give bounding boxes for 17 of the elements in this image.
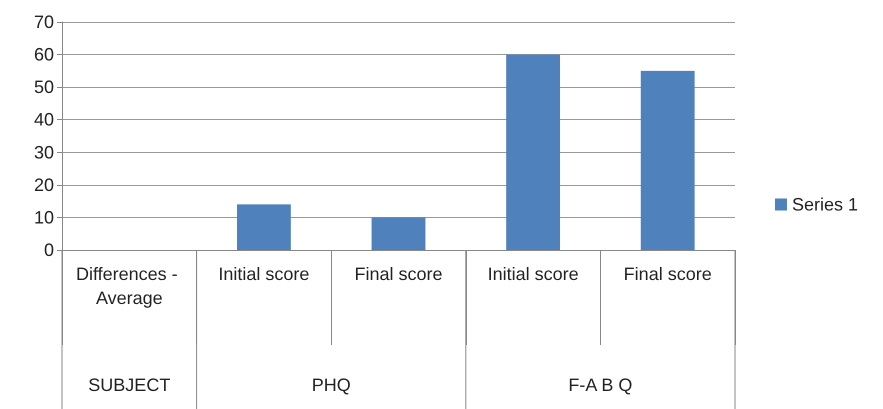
y-tick-label: 40 [34, 110, 54, 130]
y-tick-label: 10 [34, 207, 54, 228]
text: F-A B Q [568, 375, 632, 395]
y-tick-label: 50 [34, 77, 54, 98]
x-tick-label: Final score [624, 264, 712, 284]
legend-label: Series 1 [792, 194, 858, 214]
x-tick-label: Differences - Average [76, 264, 183, 308]
y-tick-label: 20 [34, 174, 54, 195]
text: PHQ [312, 375, 351, 395]
x-tick-label: Initial score [488, 264, 579, 284]
y-tick-label: 70 [34, 12, 54, 32]
y-tick-label: 30 [34, 142, 54, 162]
x-tick-label: Final score [354, 264, 443, 284]
text: SUBJECT [88, 375, 170, 395]
y-tick-label: 0 [44, 240, 54, 260]
y-tick-label: 60 [34, 44, 54, 65]
x-tick-label: Initial score [218, 264, 310, 284]
